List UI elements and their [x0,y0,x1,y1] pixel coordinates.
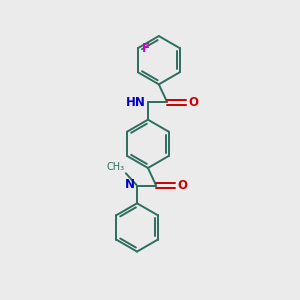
Text: F: F [142,42,150,55]
Text: N: N [125,178,135,191]
Text: HN: HN [126,95,146,109]
Text: CH₃: CH₃ [106,162,124,172]
Text: O: O [177,179,188,192]
Text: O: O [188,95,198,109]
